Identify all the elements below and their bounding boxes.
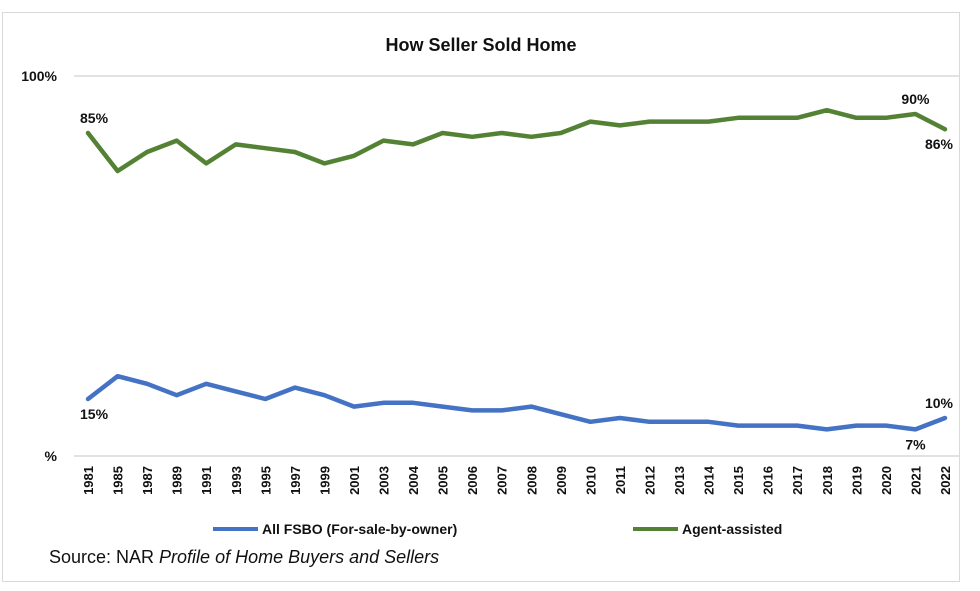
source-note: Source: NAR Profile of Home Buyers and S… [49,547,439,568]
data-label: 10% [925,395,954,411]
y-tick-label: % [45,448,58,464]
y-tick-label: 100% [21,68,57,84]
x-tick-label: 2013 [672,466,687,495]
x-tick-label: 2004 [406,465,421,495]
x-tick-label: 2008 [524,466,539,495]
x-tick-label: 1985 [111,466,126,495]
x-tick-label: 2011 [613,466,628,494]
series-lines [85,107,948,432]
y-axis-ticks: % 100% [21,68,57,464]
x-tick-label: 2003 [377,466,392,495]
series-line-agent [85,107,948,174]
data-label: 85% [80,110,109,126]
x-tick-label: 1997 [288,466,303,495]
x-tick-label: 2019 [849,466,864,495]
legend-label-agent: Agent-assisted [682,521,782,537]
chart-title: How Seller Sold Home [385,35,576,55]
x-tick-label: 1995 [258,466,273,495]
x-tick-label: 2015 [731,466,746,495]
x-tick-label: 1991 [199,466,214,495]
x-tick-label: 1989 [170,466,185,495]
legend: All FSBO (For-sale-by-owner) Agent-assis… [213,521,782,537]
gridlines [74,75,960,457]
source-title: Profile of Home Buyers and Sellers [159,547,440,567]
x-tick-label: 2022 [938,466,953,495]
data-label: 86% [925,136,954,152]
data-label: 15% [80,406,109,422]
x-tick-label: 2001 [347,466,362,495]
x-tick-label: 1993 [229,466,244,495]
x-tick-label: 2010 [583,466,598,495]
x-axis-ticks: 1981 1985 1987 1989 1991 1993 1995 1997 1999 2001… [81,465,953,495]
x-tick-label: 2018 [820,466,835,495]
legend-label-fsbo: All FSBO (For-sale-by-owner) [262,521,457,537]
x-tick-label: 2012 [642,466,657,495]
chart-frame [2,12,960,582]
x-tick-label: 2014 [702,465,717,495]
x-tick-label: 2021 [908,466,923,495]
source-prefix: Source: NAR [49,547,160,567]
x-tick-label: 2016 [761,466,776,495]
data-label: 7% [905,436,926,452]
x-tick-label: 2006 [465,466,480,495]
x-tick-label: 1999 [317,466,332,495]
x-tick-label: 2009 [554,466,569,495]
x-tick-label: 2017 [790,466,805,495]
x-tick-label: 2007 [495,466,510,495]
x-tick-label: 1981 [81,466,96,495]
x-tick-label: 1987 [140,466,155,495]
x-tick-label: 2005 [436,466,451,495]
series-line-fsbo [85,373,948,432]
data-label: 90% [901,91,930,107]
x-tick-label: 2020 [879,466,894,495]
data-labels: 15% 7% 10% 85% 90% 86% [80,91,954,452]
